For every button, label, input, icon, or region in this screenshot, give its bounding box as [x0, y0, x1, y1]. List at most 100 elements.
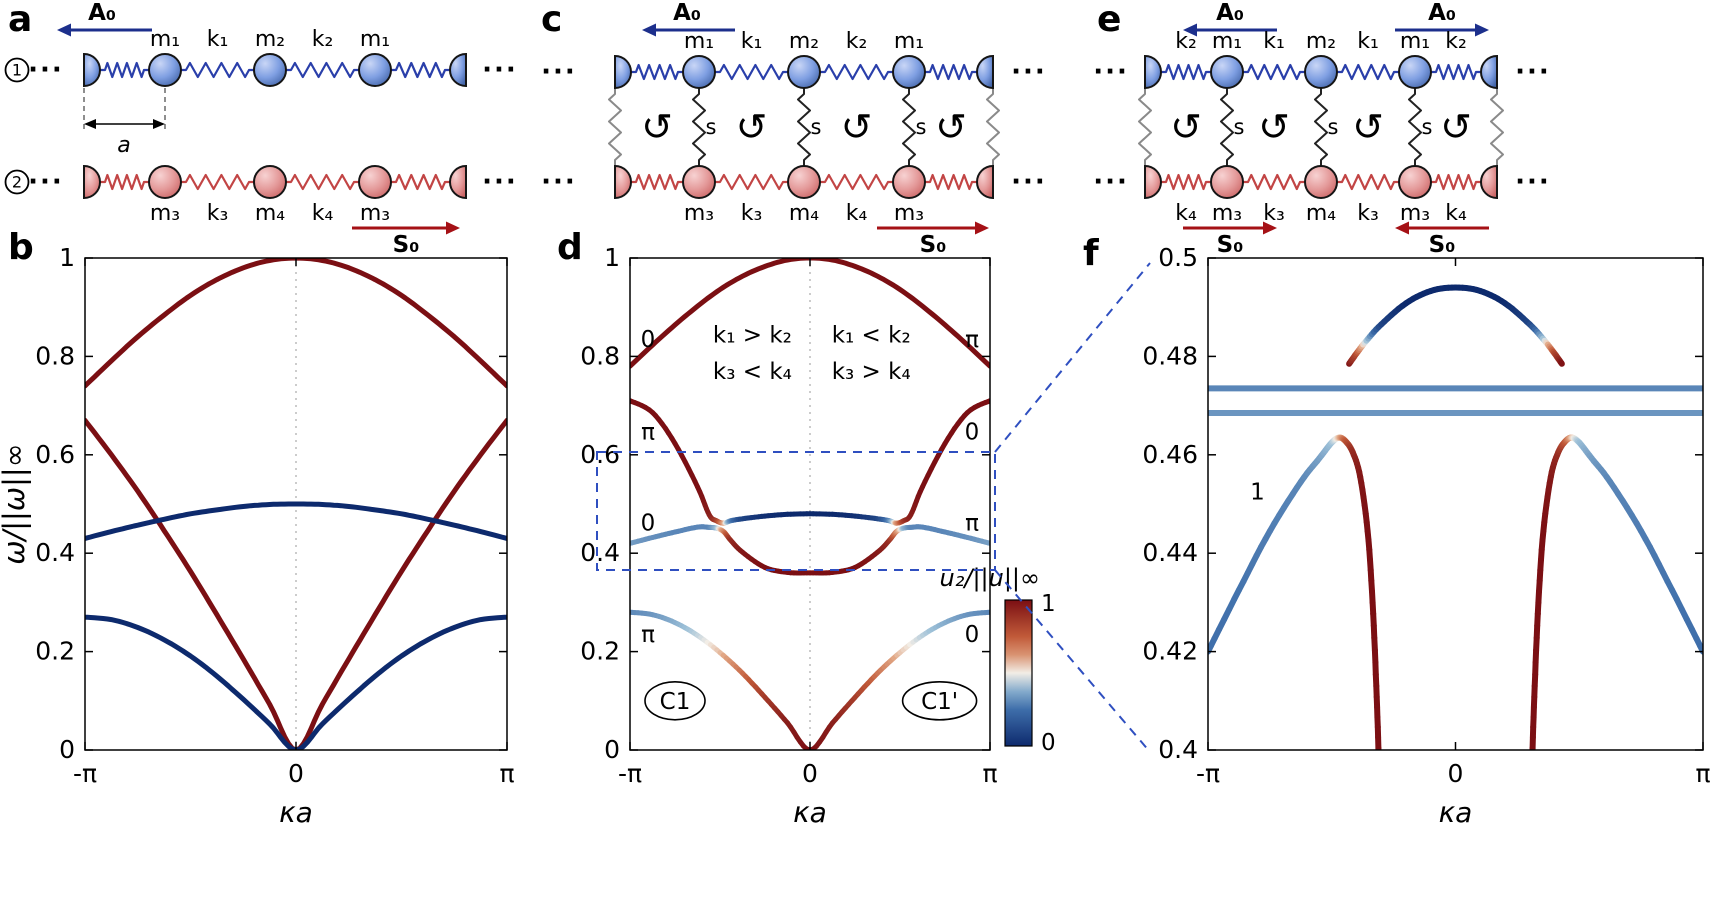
x-axis-label: κa: [279, 796, 313, 829]
coupling-spring-label: s: [706, 115, 717, 139]
diagram-uncoupled-chains: A₀ 1 2 ··· ··· ··· ··· m₁ k₁ m₂ k₂ m₁ m₃ k₃ m₄ k₄ m₃ a S₀: [4, 0, 516, 258]
half-mass-node: [1480, 54, 1498, 90]
lattice-constant-label: a: [117, 133, 130, 158]
coupling-spring: [1138, 88, 1152, 166]
half-mass-node: [83, 52, 101, 88]
diagram-interface-chains: A₀ A₀ S₀ S₀ ··· ··· ··· ··· s s s ↺ ↺ ↺ ↺ k₂ m₁ k₁ m₂ k₁ m₁ k…: [1095, 0, 1551, 258]
band-curves: [630, 258, 990, 750]
zak-phase-label: π: [641, 622, 655, 648]
rotation-arrow-icon: ↺: [1258, 105, 1290, 149]
colorbar: [1004, 599, 1033, 747]
spring: [1243, 63, 1305, 81]
chain2-element-label: m₃: [1400, 201, 1430, 226]
spring: [715, 173, 788, 191]
arrowhead-icon: [84, 119, 96, 129]
chain2-element-label: m₃: [150, 201, 180, 226]
spring: [715, 63, 788, 81]
chain-continuation-dots: ···: [1011, 167, 1047, 197]
y-tick-label: 0.8: [35, 341, 75, 370]
spring: [391, 173, 450, 191]
spring: [631, 173, 683, 191]
chain1-element-label: m₁: [894, 29, 924, 54]
invariant-circle: [901, 680, 978, 721]
rotation-arrow-icon: ↺: [935, 105, 967, 149]
rotation-arrow-icon: ↺: [1352, 105, 1384, 149]
mass-node: [1210, 165, 1244, 199]
chain2-element-label: k₃: [207, 201, 229, 226]
half-mass-node: [449, 52, 467, 88]
dispersion-band: [630, 258, 990, 369]
rotation-arrow-icon: ↺: [1170, 105, 1202, 149]
colorbar-title: u₂/||u||∞: [940, 564, 1040, 592]
spring: [925, 63, 977, 81]
y-tick-label: 0.6: [35, 440, 75, 469]
spring: [1243, 173, 1305, 191]
panel-label-f: f: [1083, 233, 1099, 274]
spring: [1337, 63, 1399, 81]
chain-continuation-dots: ···: [1095, 57, 1129, 87]
chain2-number-circle: [4, 169, 30, 195]
chain1-element-label: m₁: [150, 27, 180, 52]
dispersion-band: [85, 614, 507, 750]
chain1-element-label: k₂: [1445, 29, 1467, 54]
stress-wave-label: S₀: [920, 232, 947, 258]
chain2-element-label: k₃: [1357, 201, 1379, 226]
spring: [100, 173, 149, 191]
mass-node: [787, 165, 821, 199]
coupling-spring-label: s: [916, 115, 927, 139]
half-mass-node: [1144, 164, 1162, 200]
panel-label-d: d: [557, 227, 583, 268]
spring: [286, 173, 359, 191]
chain1-element-label: m₂: [789, 29, 819, 54]
chain2-element-label: k₄: [312, 201, 334, 226]
y-tick-label: 0.42: [1142, 637, 1198, 666]
mass-node: [253, 53, 287, 87]
x-tick-label: π: [1695, 759, 1710, 788]
band-curves: [1208, 284, 1703, 750]
dispersion-band: [85, 258, 507, 389]
chain-continuation-dots: ···: [1515, 57, 1551, 87]
mass-node: [682, 55, 716, 89]
amplitude-wave-label: A₀: [88, 0, 116, 26]
chain-continuation-dots: ···: [541, 57, 577, 87]
parameter-regime-label: k₃ > k₄: [832, 359, 911, 385]
chain2-number: 2: [12, 173, 22, 192]
chain2-element-label: m₃: [360, 201, 390, 226]
zoom-connector-bottom: [994, 569, 1151, 753]
mass-node: [892, 55, 926, 89]
x-tick-label: -π: [73, 759, 97, 788]
panel-label-e: e: [1097, 0, 1122, 40]
parameter-regime-label: k₁ > k₂: [713, 322, 792, 348]
spring: [1431, 63, 1481, 81]
coupling-spring: [608, 88, 622, 166]
coupling-spring: [797, 88, 811, 166]
spring: [286, 61, 359, 79]
zak-phase-label: π: [965, 511, 979, 537]
chain-continuation-dots: ···: [28, 55, 64, 85]
half-mass-node: [449, 164, 467, 200]
chain1-element-label: k₁: [1357, 29, 1379, 54]
zak-phase-label: π: [641, 420, 655, 446]
chain1-number-circle: [4, 57, 30, 83]
arrowhead-icon: [1183, 23, 1197, 37]
y-tick-label: 0.4: [1158, 735, 1198, 764]
colorbar-min-label: 0: [1041, 730, 1056, 756]
spring: [391, 61, 450, 79]
mass-node: [148, 53, 182, 87]
coupling-spring: [986, 88, 1000, 166]
x-tick-label: 0: [802, 759, 818, 788]
chain1-element-label: k₁: [741, 29, 763, 54]
y-tick-label: 0.8: [580, 341, 620, 370]
invariant-label: C1: [660, 689, 691, 715]
chain1-element-label: m₂: [255, 27, 285, 52]
spring: [181, 61, 254, 79]
panel-label-a: a: [8, 0, 33, 40]
zak-phase-label: 0: [965, 622, 980, 648]
y-tick-label: 0.2: [580, 637, 620, 666]
mass-node: [358, 53, 392, 87]
half-mass-node: [83, 164, 101, 200]
y-tick-label: 0.4: [580, 538, 620, 567]
